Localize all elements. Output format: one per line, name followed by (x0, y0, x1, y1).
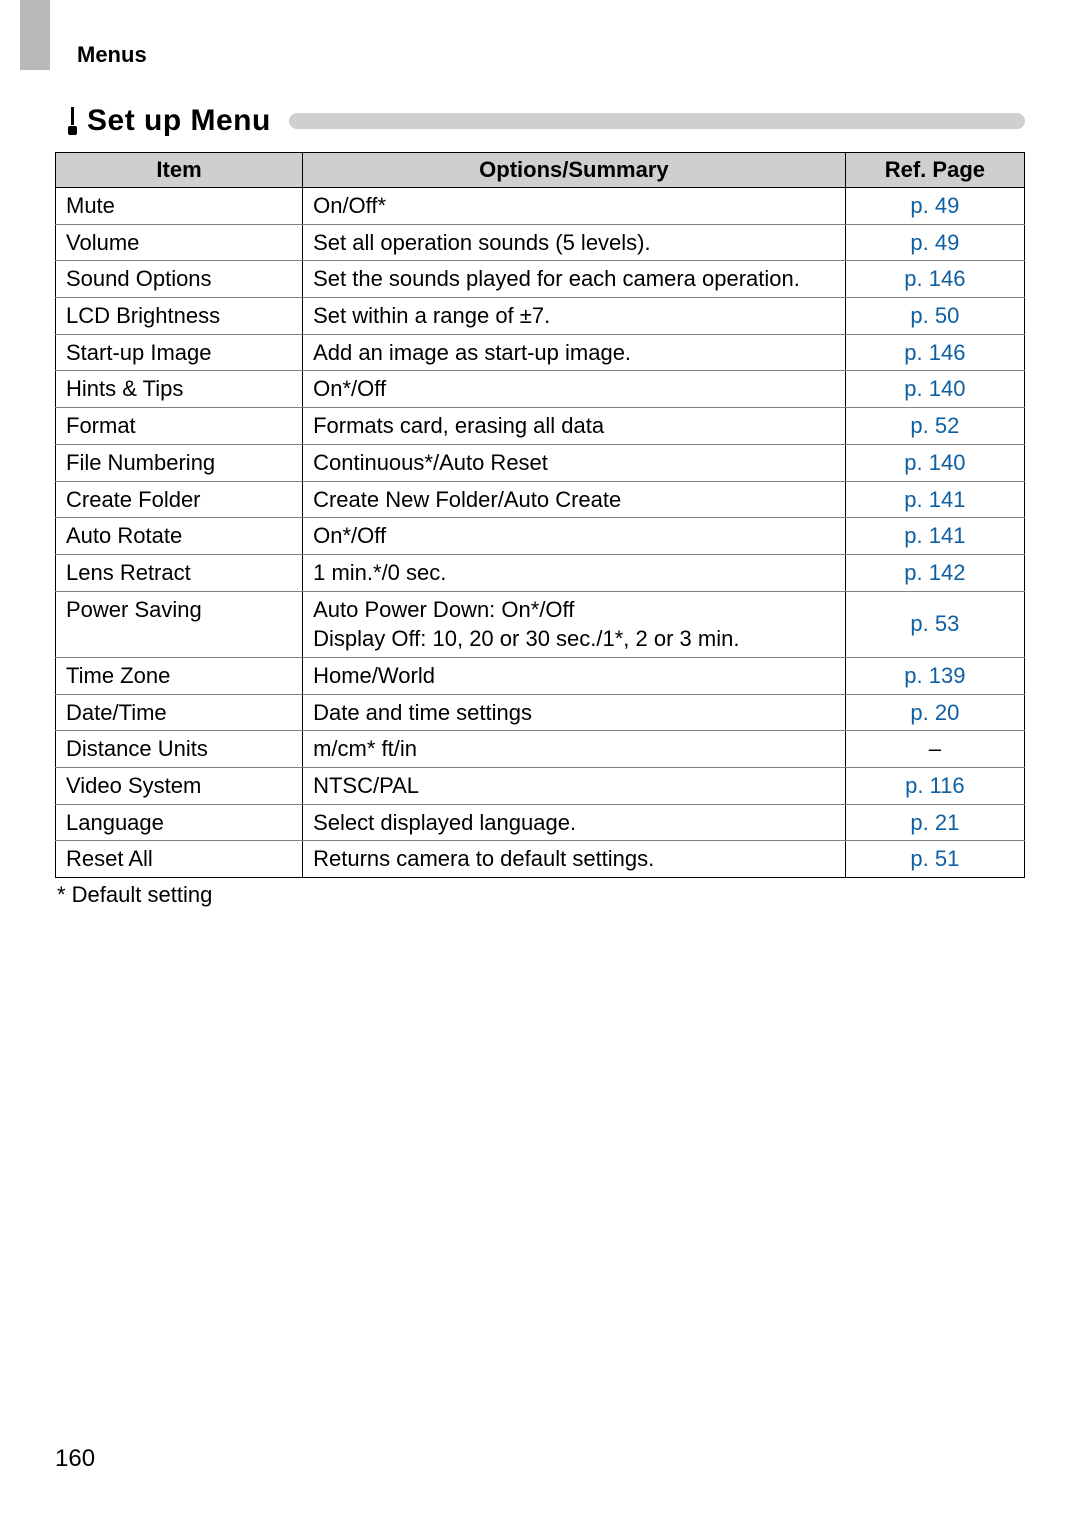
cell-ref-page[interactable]: p. 116 (845, 768, 1024, 805)
cell-item: Lens Retract (56, 554, 303, 591)
table-row: Date/TimeDate and time settingsp. 20 (56, 694, 1025, 731)
cell-options: Select displayed language. (303, 804, 846, 841)
cell-options: On/Off* (303, 188, 846, 225)
table-row: Reset AllReturns camera to default setti… (56, 841, 1025, 878)
default-setting-footnote: * Default setting (55, 882, 1025, 908)
table-row: Sound OptionsSet the sounds played for e… (56, 261, 1025, 298)
cell-options: Continuous*/Auto Reset (303, 444, 846, 481)
cell-options: NTSC/PAL (303, 768, 846, 805)
cell-ref-page[interactable]: p. 49 (845, 224, 1024, 261)
cell-item: Hints & Tips (56, 371, 303, 408)
cell-ref-page[interactable]: p. 146 (845, 261, 1024, 298)
cell-options: m/cm* ft/in (303, 731, 846, 768)
cell-options: Set within a range of ±7. (303, 298, 846, 335)
cell-item: File Numbering (56, 444, 303, 481)
cell-item: Create Folder (56, 481, 303, 518)
cell-options: On*/Off (303, 518, 846, 555)
cell-options: Set the sounds played for each camera op… (303, 261, 846, 298)
cell-item: Format (56, 408, 303, 445)
cell-options: Date and time settings (303, 694, 846, 731)
cell-options: Returns camera to default settings. (303, 841, 846, 878)
table-row: Create FolderCreate New Folder/Auto Crea… (56, 481, 1025, 518)
th-ref: Ref. Page (845, 153, 1024, 188)
cell-ref-page[interactable]: p. 49 (845, 188, 1024, 225)
table-row: Time ZoneHome/Worldp. 139 (56, 657, 1025, 694)
table-row: Auto RotateOn*/Offp. 141 (56, 518, 1025, 555)
page-tab-mark (20, 0, 50, 70)
cell-item: Reset All (56, 841, 303, 878)
cell-options: Auto Power Down: On*/Off Display Off: 10… (303, 591, 846, 657)
cell-ref-page[interactable]: p. 140 (845, 444, 1024, 481)
cell-ref-page[interactable]: p. 20 (845, 694, 1024, 731)
cell-item: Video System (56, 768, 303, 805)
cell-options: Home/World (303, 657, 846, 694)
cell-item: Mute (56, 188, 303, 225)
cell-options: Create New Folder/Auto Create (303, 481, 846, 518)
table-row: File NumberingContinuous*/Auto Resetp. 1… (56, 444, 1025, 481)
cell-ref-page[interactable]: p. 141 (845, 518, 1024, 555)
cell-ref-page[interactable]: p. 52 (845, 408, 1024, 445)
page-content: Menus Set up Menu Item Options/Summary R… (0, 0, 1080, 908)
cell-options: On*/Off (303, 371, 846, 408)
cell-item: Sound Options (56, 261, 303, 298)
cell-options: Set all operation sounds (5 levels). (303, 224, 846, 261)
table-row: Hints & TipsOn*/Offp. 140 (56, 371, 1025, 408)
cell-item: Volume (56, 224, 303, 261)
cell-options: 1 min.*/0 sec. (303, 554, 846, 591)
cell-ref-page[interactable]: p. 146 (845, 334, 1024, 371)
table-row: VolumeSet all operation sounds (5 levels… (56, 224, 1025, 261)
table-row: Video SystemNTSC/PALp. 116 (56, 768, 1025, 805)
cell-item: Date/Time (56, 694, 303, 731)
cell-item: LCD Brightness (56, 298, 303, 335)
cell-item: Start-up Image (56, 334, 303, 371)
th-item: Item (56, 153, 303, 188)
cell-ref-page: – (845, 731, 1024, 768)
cell-ref-page[interactable]: p. 53 (845, 591, 1024, 657)
table-row: Start-up ImageAdd an image as start-up i… (56, 334, 1025, 371)
table-row: MuteOn/Off*p. 49 (56, 188, 1025, 225)
th-options: Options/Summary (303, 153, 846, 188)
cell-item: Distance Units (56, 731, 303, 768)
table-header-row: Item Options/Summary Ref. Page (56, 153, 1025, 188)
page-title: Set up Menu (87, 104, 271, 138)
cell-ref-page[interactable]: p. 51 (845, 841, 1024, 878)
cell-ref-page[interactable]: p. 141 (845, 481, 1024, 518)
cell-ref-page[interactable]: p. 140 (845, 371, 1024, 408)
cell-item: Power Saving (56, 591, 303, 657)
cell-item: Language (56, 804, 303, 841)
table-row: Lens Retract1 min.*/0 sec.p. 142 (56, 554, 1025, 591)
cell-ref-page[interactable]: p. 50 (845, 298, 1024, 335)
cell-item: Time Zone (56, 657, 303, 694)
section-label: Menus (77, 42, 1025, 68)
title-decor-bar (289, 113, 1025, 129)
cell-ref-page[interactable]: p. 21 (845, 804, 1024, 841)
table-row: FormatFormats card, erasing all datap. 5… (56, 408, 1025, 445)
setup-menu-table: Item Options/Summary Ref. Page MuteOn/Of… (55, 152, 1025, 878)
cell-item: Auto Rotate (56, 518, 303, 555)
title-row: Set up Menu (55, 104, 1025, 138)
cell-ref-page[interactable]: p. 142 (845, 554, 1024, 591)
page-number: 160 (55, 1445, 95, 1473)
table-row: Distance Unitsm/cm* ft/in– (56, 731, 1025, 768)
table-row: Power SavingAuto Power Down: On*/Off Dis… (56, 591, 1025, 657)
cell-ref-page[interactable]: p. 139 (845, 657, 1024, 694)
cell-options: Formats card, erasing all data (303, 408, 846, 445)
tools-icon (55, 107, 77, 135)
cell-options: Add an image as start-up image. (303, 334, 846, 371)
table-row: LanguageSelect displayed language.p. 21 (56, 804, 1025, 841)
table-row: LCD BrightnessSet within a range of ±7.p… (56, 298, 1025, 335)
